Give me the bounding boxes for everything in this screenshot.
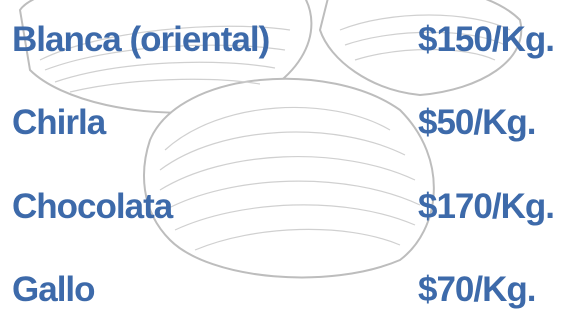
item-price: $50/Kg. [418, 93, 536, 153]
item-row: Blanca (oriental) $150/Kg. [0, 10, 577, 70]
item-name: Gallo [12, 260, 95, 318]
item-row: Gallo $70/Kg. [0, 260, 577, 318]
price-list: Blanca (oriental) $150/Kg. Chirla $50/Kg… [0, 0, 577, 318]
item-price: $170/Kg. [418, 177, 554, 237]
item-price: $70/Kg. [418, 260, 536, 318]
item-price: $150/Kg. [418, 10, 554, 70]
item-row: Chocolata $170/Kg. [0, 177, 577, 237]
item-row: Chirla $50/Kg. [0, 93, 577, 153]
item-name: Chocolata [12, 177, 172, 237]
item-name: Blanca (oriental) [12, 10, 269, 70]
item-name: Chirla [12, 93, 105, 153]
